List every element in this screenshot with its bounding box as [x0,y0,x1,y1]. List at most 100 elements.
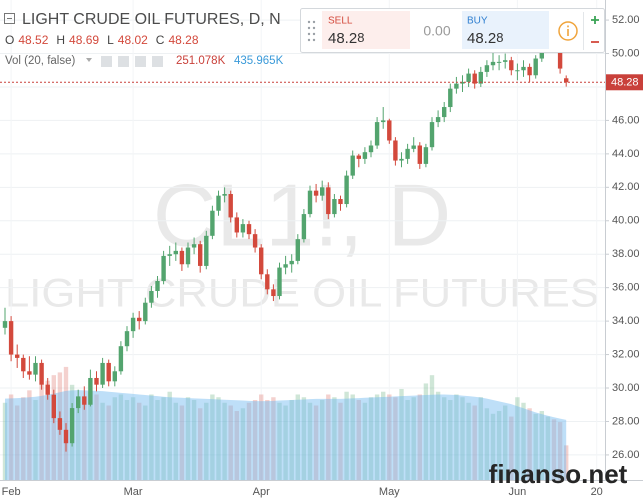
candle-layer [0,25,605,452]
sell-button[interactable] [322,11,410,49]
candle-body [533,58,538,76]
volume-bar [246,402,252,480]
candle-body [155,280,160,292]
volume-ma-area [5,390,567,480]
volume-bar [442,397,447,480]
volume-bar [15,405,20,480]
volume-bar [313,405,319,480]
info-icon[interactable] [558,21,578,41]
candle-body [21,357,26,372]
candle-body [246,224,252,235]
candle-body [307,190,313,215]
volume-bar [307,402,313,480]
plus-icon[interactable] [591,16,599,24]
candle-body [82,396,87,405]
watermark-name: LIGHT CRUDE OIL FUTURES [5,272,599,316]
dropdown-icon[interactable] [86,58,92,62]
x-tick-label: May [379,486,400,498]
volume-bar [82,400,87,480]
volume-bar [539,411,544,480]
volume-bar [564,445,569,480]
ohlc-value: 48.28 [168,33,198,47]
ohlc-letter: C [156,33,165,47]
candle-body [88,377,93,405]
candle-body [301,214,307,240]
candle-body [478,71,483,84]
candle-body [295,239,300,261]
volume-bar [368,397,374,480]
candle-body [466,73,471,82]
price-main: 48.2 [467,30,496,47]
candle-body [33,362,38,375]
y-tick-label: 26.00 [612,449,640,461]
volume-bar [490,413,496,480]
candle-body [356,155,361,159]
volume-bar [191,400,197,480]
candle-body [228,194,233,218]
candle-body [167,254,172,256]
x-tick-label: Apr [253,486,270,498]
volume-bar [527,408,532,480]
volume-bar [277,402,282,480]
volume-bar [149,394,154,480]
volume-bar [533,413,538,480]
volume-bar [143,405,148,480]
close-icon[interactable] [152,56,163,67]
volume-bar [179,405,185,480]
x-tick-label: Jun [509,486,527,498]
candle-body [399,158,404,161]
candle-body [2,321,8,328]
candle-body [204,235,209,266]
candle-body [100,362,105,385]
eye-icon[interactable] [101,56,112,67]
candle-body [222,194,227,196]
candle-body [76,396,81,409]
volume-bar [545,416,551,480]
add-icon[interactable] [135,56,146,67]
candle-body [8,321,14,355]
volume-bar [509,416,514,480]
volume-bar [332,397,337,480]
volume-bar [234,411,239,480]
collapse-icon[interactable] [4,13,15,24]
sell-label: SELL [328,16,353,27]
y-tick-label: 34.00 [612,315,640,327]
volume-bar [283,405,288,480]
candle-body [374,122,380,146]
volume-bar [185,397,191,480]
volume-bar [387,394,392,480]
settings-icon[interactable] [118,56,129,67]
candle-body [411,145,416,149]
candle-body [210,210,215,236]
candle-body [472,73,477,84]
buy-button[interactable] [462,11,549,49]
volume-bar [326,394,331,480]
candle-body [442,107,447,118]
y-tick-label: 28.00 [612,415,640,427]
volume-bar [173,402,178,480]
candle-body [344,175,349,205]
ohlc-value: 48.69 [69,33,99,47]
ohlc-letter: O [5,33,14,47]
candle-body [509,60,514,71]
candle-body [15,354,20,358]
candle-body [143,302,148,322]
volume-bar [423,383,429,480]
volume-bar [76,397,81,480]
candle-body [137,317,142,322]
last-price-box [606,74,643,91]
volume-layer [2,366,569,480]
candle-body [393,140,398,161]
last-price-label: 48.28 [611,77,639,89]
volume-bar [338,402,343,480]
candle-body [326,187,331,215]
drag-handle[interactable] [307,20,316,42]
candle-body [564,78,569,83]
candle-body [521,66,526,71]
volume-bar [399,388,404,480]
volume-bar [137,402,142,480]
volume-bar [94,394,99,480]
price-pip: 8 [496,30,503,45]
volume-bar [259,394,264,480]
